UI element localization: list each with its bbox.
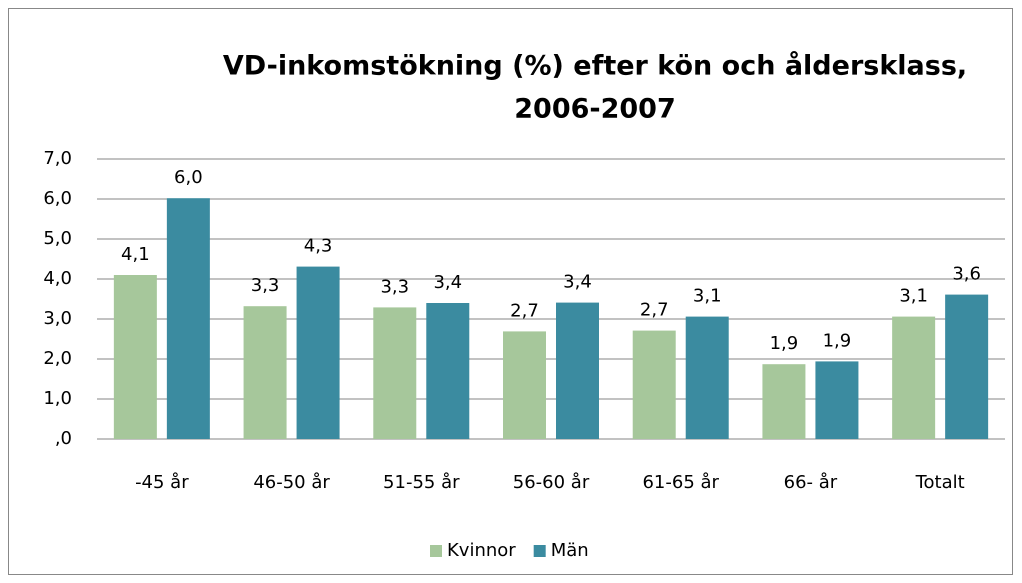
y-tick-label: 6,0 — [43, 188, 72, 209]
data-label: 1,9 — [770, 333, 799, 354]
bar — [373, 307, 417, 439]
x-tick-label: 46-50 år — [253, 472, 330, 493]
legend-label: Män — [551, 540, 589, 561]
bar — [166, 198, 210, 439]
chart-title: 2006-2007 — [514, 94, 676, 125]
x-tick-label: Totalt — [915, 472, 965, 493]
data-label: 4,1 — [121, 244, 150, 265]
bar — [503, 331, 546, 439]
bar — [815, 361, 859, 439]
x-tick-label: -45 år — [135, 472, 189, 493]
bar — [296, 266, 340, 439]
y-tick-label: 3,0 — [43, 308, 72, 329]
bar — [243, 306, 287, 439]
x-tick-label: 61-65 år — [642, 472, 719, 493]
y-tick-label: 4,0 — [43, 268, 72, 289]
y-tick-label: ,0 — [55, 428, 72, 449]
data-label: 3,4 — [563, 272, 592, 293]
data-label: 4,3 — [304, 236, 333, 257]
bar — [945, 294, 989, 439]
data-label: 3,1 — [899, 286, 928, 307]
bar — [762, 364, 806, 439]
bar — [892, 316, 936, 439]
legend-label: Kvinnor — [447, 540, 516, 561]
y-tick-label: 2,0 — [43, 348, 72, 369]
data-label: 3,3 — [251, 275, 280, 296]
data-label: 3,1 — [693, 286, 722, 307]
data-label: 3,4 — [433, 272, 462, 293]
bar — [426, 303, 470, 439]
legend-swatch — [533, 545, 546, 557]
x-tick-label: 56-60 år — [513, 472, 590, 493]
data-label: 3,3 — [380, 276, 409, 297]
legend-swatch — [430, 545, 442, 557]
bar — [556, 302, 599, 439]
bar — [632, 330, 676, 439]
bar — [113, 275, 157, 439]
chart-title: VD-inkomstökning (%) efter kön och ålder… — [223, 50, 967, 82]
y-tick-label: 1,0 — [43, 388, 72, 409]
data-label: 2,7 — [510, 300, 539, 321]
x-tick-label: 51-55 år — [383, 472, 460, 493]
data-label: 3,6 — [952, 264, 981, 285]
y-tick-label: 7,0 — [43, 148, 72, 169]
data-label: 1,9 — [823, 330, 852, 351]
data-label: 2,7 — [640, 300, 669, 321]
data-label: 6,0 — [174, 167, 203, 188]
x-tick-label: 66- år — [784, 472, 838, 493]
y-tick-label: 5,0 — [43, 228, 72, 249]
bar — [685, 316, 729, 439]
